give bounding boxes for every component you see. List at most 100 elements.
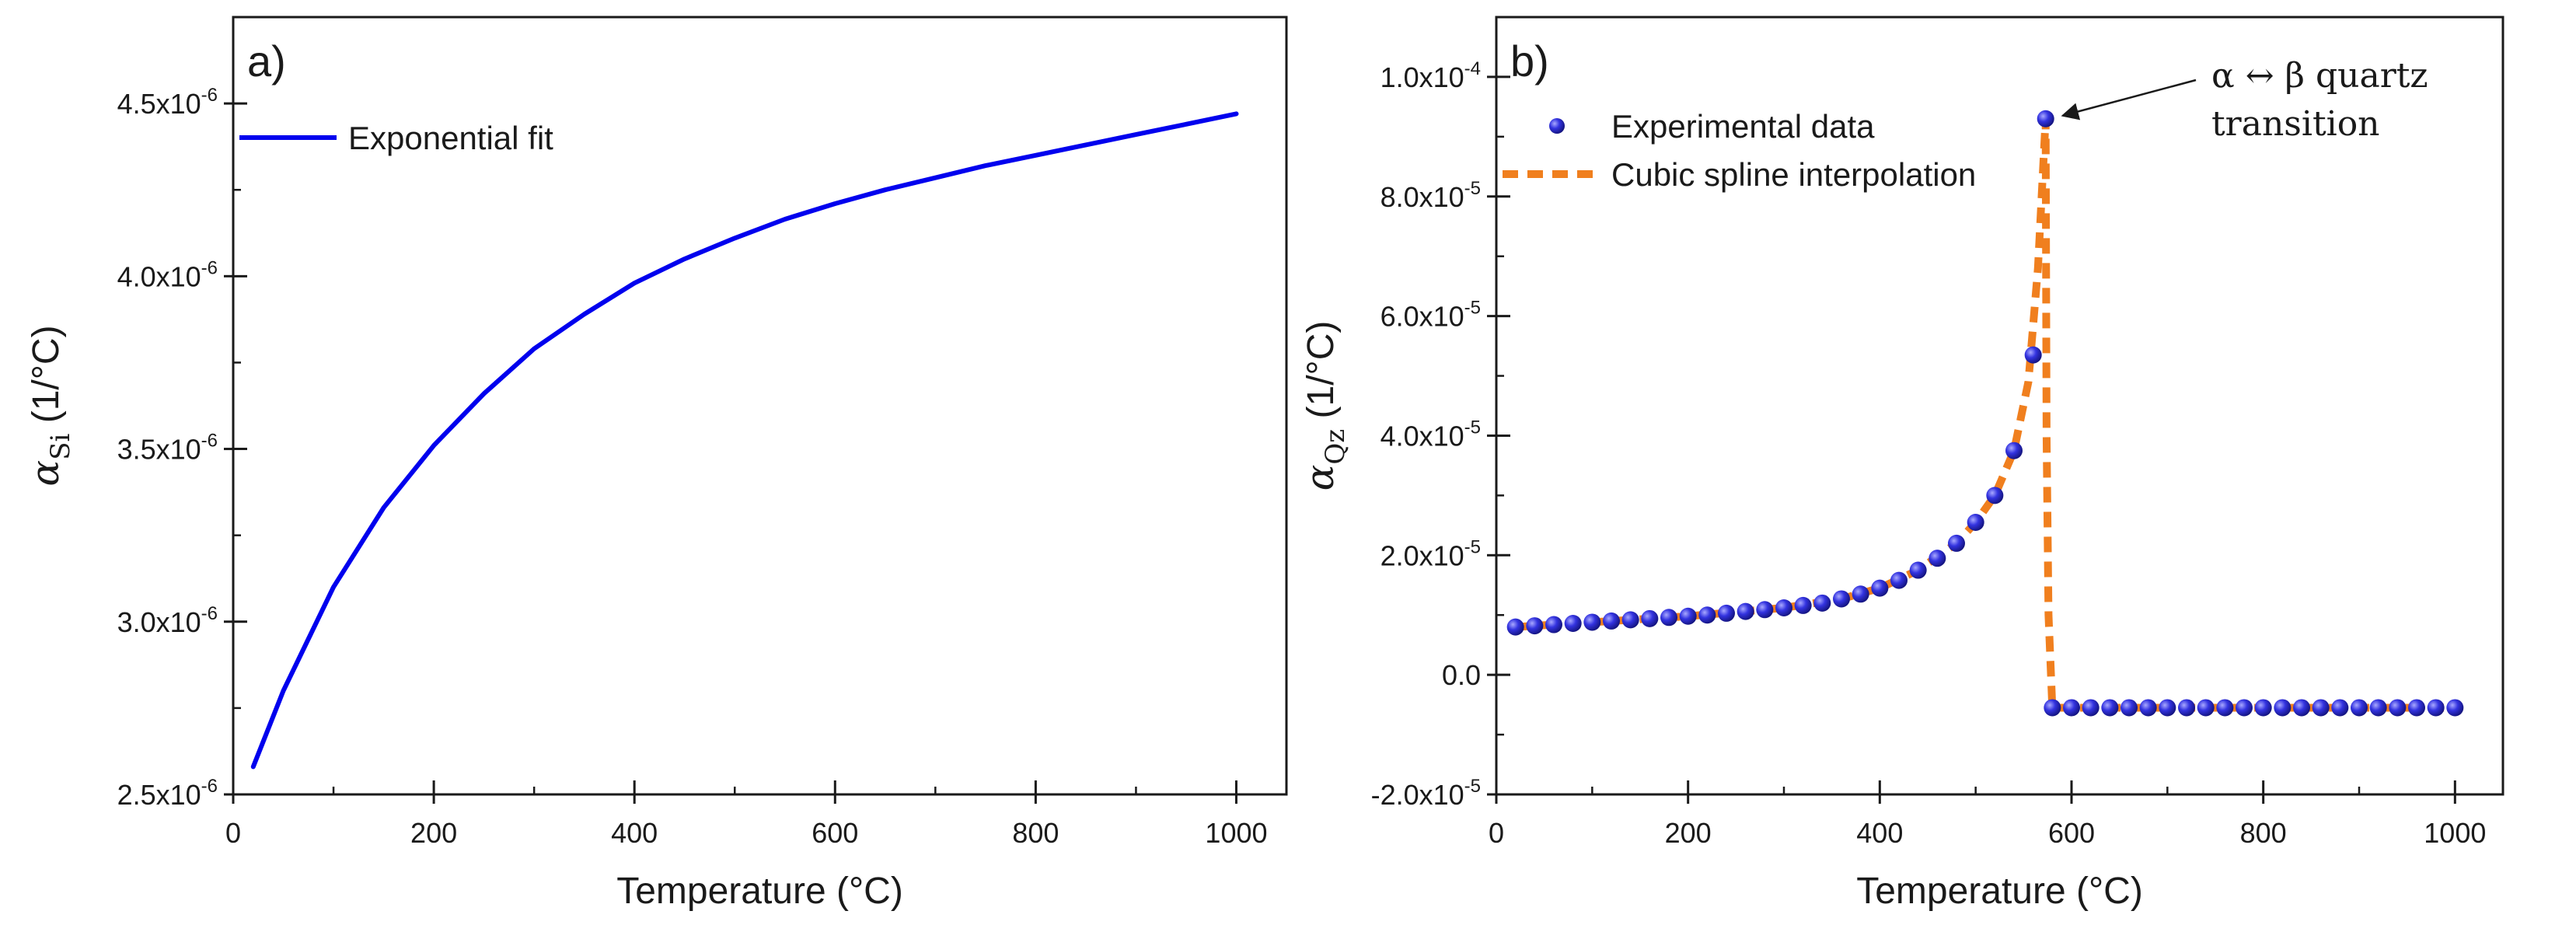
data-point bbox=[1718, 604, 1735, 622]
data-point bbox=[1621, 611, 1639, 629]
panel-label: b) bbox=[1510, 37, 1549, 86]
data-point bbox=[1564, 615, 1582, 632]
y-tick-label: 4.0x10-6 bbox=[117, 257, 218, 292]
x-tick-label: 1000 bbox=[2424, 817, 2486, 849]
data-point bbox=[2178, 699, 2195, 717]
data-point bbox=[2351, 699, 2368, 717]
annotation-text: transition bbox=[2211, 104, 2380, 144]
panel-label: a) bbox=[247, 37, 286, 86]
data-point bbox=[2159, 699, 2176, 717]
data-point bbox=[1909, 561, 1927, 579]
x-axis-label: Temperature (°C) bbox=[616, 871, 903, 912]
y-tick-label: 4.0x10-5 bbox=[1380, 417, 1481, 452]
chart-panel-b: 0 200 400 600 800 1000 -2.0x10-5 0.0 2.0x10-5 4.0… bbox=[1297, 16, 2504, 912]
data-point bbox=[1506, 618, 1524, 636]
annotation-text: α ↔ β quartz bbox=[2211, 56, 2428, 96]
x-tick-label: 600 bbox=[2048, 817, 2095, 849]
data-point bbox=[2331, 699, 2349, 717]
data-point bbox=[1583, 613, 1601, 631]
y-tick-label: 1.0x10-4 bbox=[1380, 58, 1481, 93]
data-point bbox=[1603, 612, 1620, 630]
legend-entry: Exponential fit bbox=[348, 120, 553, 156]
data-point bbox=[1967, 514, 1984, 531]
spline-series-line bbox=[1515, 114, 2456, 712]
x-axis-label: Temperature (°C) bbox=[1856, 871, 2143, 912]
data-point bbox=[1794, 596, 1812, 614]
plot-frame bbox=[232, 16, 1288, 796]
y-tick-label: 3.5x10-6 bbox=[117, 431, 218, 466]
plot-frame bbox=[1495, 16, 2504, 796]
x-tick-label: 800 bbox=[2240, 817, 2287, 849]
annotation-arrow bbox=[2061, 79, 2197, 120]
data-point bbox=[1641, 609, 1659, 627]
x-tick-label: 1000 bbox=[1205, 817, 1267, 849]
data-point bbox=[2389, 699, 2407, 717]
data-point bbox=[1775, 599, 1792, 616]
data-point bbox=[1813, 594, 1831, 612]
chart-panel-a: 0 200 400 600 800 1000 2.5x10-6 3.0x10-6 3.5x10-… bbox=[23, 16, 1288, 912]
data-point bbox=[2082, 699, 2100, 717]
y-tick-label: -2.0x10-5 bbox=[1371, 776, 1481, 811]
series-layer bbox=[1506, 110, 2464, 717]
data-point bbox=[1986, 487, 2004, 504]
data-point bbox=[2216, 699, 2234, 717]
data-point bbox=[1756, 601, 1774, 619]
data-point bbox=[2037, 110, 2054, 127]
data-point bbox=[2446, 699, 2464, 717]
data-point bbox=[2254, 699, 2272, 717]
data-point bbox=[2197, 699, 2215, 717]
data-point bbox=[1526, 617, 1544, 635]
x-tick-label: 800 bbox=[1012, 817, 1059, 849]
x-tick-label: 0 bbox=[225, 817, 241, 849]
data-point bbox=[1679, 607, 1697, 625]
legend: Exponential fit bbox=[239, 120, 553, 156]
data-point bbox=[2312, 699, 2330, 717]
legend-marker bbox=[1549, 118, 1565, 134]
x-tick-label: 400 bbox=[1856, 817, 1903, 849]
data-point bbox=[2120, 699, 2138, 717]
y-tick-label: 3.0x10-6 bbox=[117, 603, 218, 638]
data-point bbox=[1871, 579, 1889, 597]
y-tick-label: 2.0x10-5 bbox=[1380, 536, 1481, 571]
y-tick-label: 0.0 bbox=[1442, 659, 1481, 691]
data-point bbox=[2139, 699, 2157, 717]
x-tick-label: 600 bbox=[812, 817, 858, 849]
data-point bbox=[1833, 590, 1850, 608]
x-tick-label: 400 bbox=[611, 817, 658, 849]
x-tick-label: 200 bbox=[1665, 817, 1712, 849]
data-point bbox=[2101, 699, 2119, 717]
y-tick-label: 8.0x10-5 bbox=[1380, 178, 1481, 213]
series-layer bbox=[250, 111, 1239, 770]
fit-series-line bbox=[250, 111, 1239, 770]
data-point bbox=[1852, 585, 1869, 603]
legend-entry: Cubic spline interpolation bbox=[1611, 156, 1976, 193]
x-tick-label: 0 bbox=[1489, 817, 1504, 849]
y-tick-label: 6.0x10-5 bbox=[1380, 298, 1481, 333]
annotation: α ↔ β quartz transition bbox=[2061, 56, 2428, 144]
data-point bbox=[1737, 602, 1754, 620]
y-tick-label: 2.5x10-6 bbox=[117, 776, 218, 811]
y-axis-label: αSi (1/°C) bbox=[23, 325, 76, 486]
data-point bbox=[2293, 699, 2310, 717]
data-point bbox=[1929, 550, 1946, 567]
data-point bbox=[1948, 534, 1965, 552]
data-point bbox=[1545, 616, 1562, 634]
x-tick-label: 200 bbox=[410, 817, 457, 849]
data-point bbox=[2408, 699, 2425, 717]
data-point bbox=[2024, 346, 2042, 364]
data-point bbox=[2236, 699, 2253, 717]
data-point bbox=[1890, 571, 1908, 589]
data-point bbox=[2005, 442, 2023, 459]
data-point bbox=[2063, 699, 2080, 717]
data-point bbox=[1698, 606, 1716, 624]
legend-entry: Experimental data bbox=[1611, 108, 1875, 145]
data-point bbox=[2427, 699, 2445, 717]
y-axis-label: αQz (1/°C) bbox=[1297, 321, 1351, 491]
data-point bbox=[2044, 699, 2061, 717]
y-tick-label: 4.5x10-6 bbox=[117, 85, 218, 120]
data-point bbox=[2274, 699, 2292, 717]
data-point bbox=[1660, 609, 1677, 627]
data-point bbox=[2369, 699, 2387, 717]
legend: Experimental data Cubic spline interpolat… bbox=[1503, 108, 1976, 193]
